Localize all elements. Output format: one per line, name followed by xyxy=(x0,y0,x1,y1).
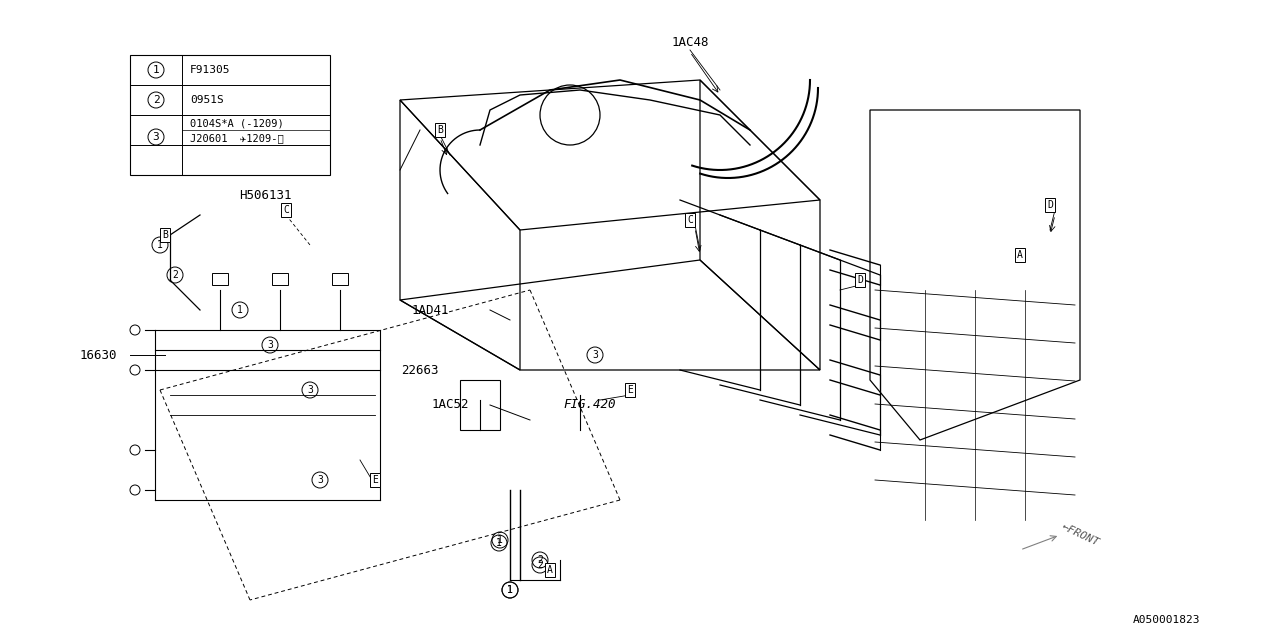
Text: 2: 2 xyxy=(152,95,160,105)
Text: 0951S: 0951S xyxy=(189,95,224,105)
Text: 3: 3 xyxy=(317,475,323,485)
Text: A: A xyxy=(1018,250,1023,260)
Text: C: C xyxy=(687,215,692,225)
Text: FIG.420: FIG.420 xyxy=(563,399,616,412)
Text: J20601  ✈1209-〉: J20601 ✈1209-〉 xyxy=(189,133,284,143)
Text: 1AC48: 1AC48 xyxy=(671,35,709,49)
Text: D: D xyxy=(858,275,863,285)
Text: B: B xyxy=(436,125,443,135)
Text: C: C xyxy=(283,205,289,215)
Bar xyxy=(131,55,330,175)
Text: 2: 2 xyxy=(538,560,543,570)
Text: 1AC52: 1AC52 xyxy=(431,399,468,412)
Bar xyxy=(212,273,228,285)
Text: 1: 1 xyxy=(497,538,502,548)
Text: 2: 2 xyxy=(172,270,178,280)
Bar xyxy=(460,380,500,430)
Text: B: B xyxy=(163,230,168,240)
Text: E: E xyxy=(372,475,378,485)
Text: F91305: F91305 xyxy=(189,65,230,75)
Text: D: D xyxy=(1047,200,1053,210)
Text: 0104S*A (-1209): 0104S*A (-1209) xyxy=(189,118,284,128)
Text: A: A xyxy=(547,565,553,575)
Text: 1AD41: 1AD41 xyxy=(411,303,449,317)
Bar xyxy=(273,273,288,285)
Text: 1: 1 xyxy=(507,585,513,595)
Text: 2: 2 xyxy=(538,555,543,565)
Text: ←FRONT: ←FRONT xyxy=(1060,522,1101,548)
Text: 22663: 22663 xyxy=(401,364,439,376)
Text: 3: 3 xyxy=(307,385,312,395)
Text: H506131: H506131 xyxy=(239,189,292,202)
Text: 1: 1 xyxy=(237,305,243,315)
Text: 1: 1 xyxy=(157,240,163,250)
Text: 3: 3 xyxy=(593,350,598,360)
Text: A050001823: A050001823 xyxy=(1133,615,1201,625)
Text: 3: 3 xyxy=(268,340,273,350)
Text: 1: 1 xyxy=(152,65,160,75)
Bar xyxy=(332,273,348,285)
Text: 1: 1 xyxy=(507,585,513,595)
Text: E: E xyxy=(627,385,632,395)
Text: 3: 3 xyxy=(152,132,160,142)
Text: 1: 1 xyxy=(497,535,503,545)
Text: 16630: 16630 xyxy=(81,349,118,362)
